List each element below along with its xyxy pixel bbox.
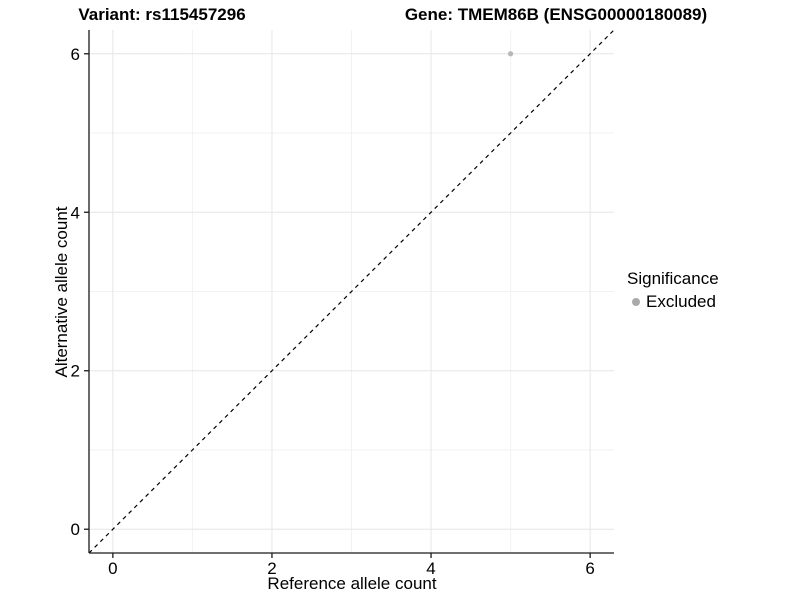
legend-title: Significance [627,269,719,288]
gene-title: Gene: TMEM86B (ENSG00000180089) [404,5,708,24]
y-axis-title: Alternative allele count [52,206,71,378]
y-tick-label: 4 [71,203,80,222]
data-point [507,51,514,57]
legend-entry-label: Excluded [646,292,716,311]
x-tick-label: 6 [585,559,594,578]
x-tick-label: 4 [426,559,435,578]
legend-entry-excluded: Excluded [627,292,719,312]
y-tick-label: 2 [71,362,80,381]
x-axis-title: Reference allele count [267,574,437,593]
y-tick-label: 0 [71,520,80,539]
legend: Significance Excluded [627,269,719,312]
x-tick-label: 0 [108,559,117,578]
x-tick-label: 2 [267,559,276,578]
variant-title: Variant: rs115457296 [78,5,246,24]
identity-dashed-line [88,29,615,554]
excluded-point-icon [632,298,640,306]
y-tick-label: 6 [71,45,80,64]
